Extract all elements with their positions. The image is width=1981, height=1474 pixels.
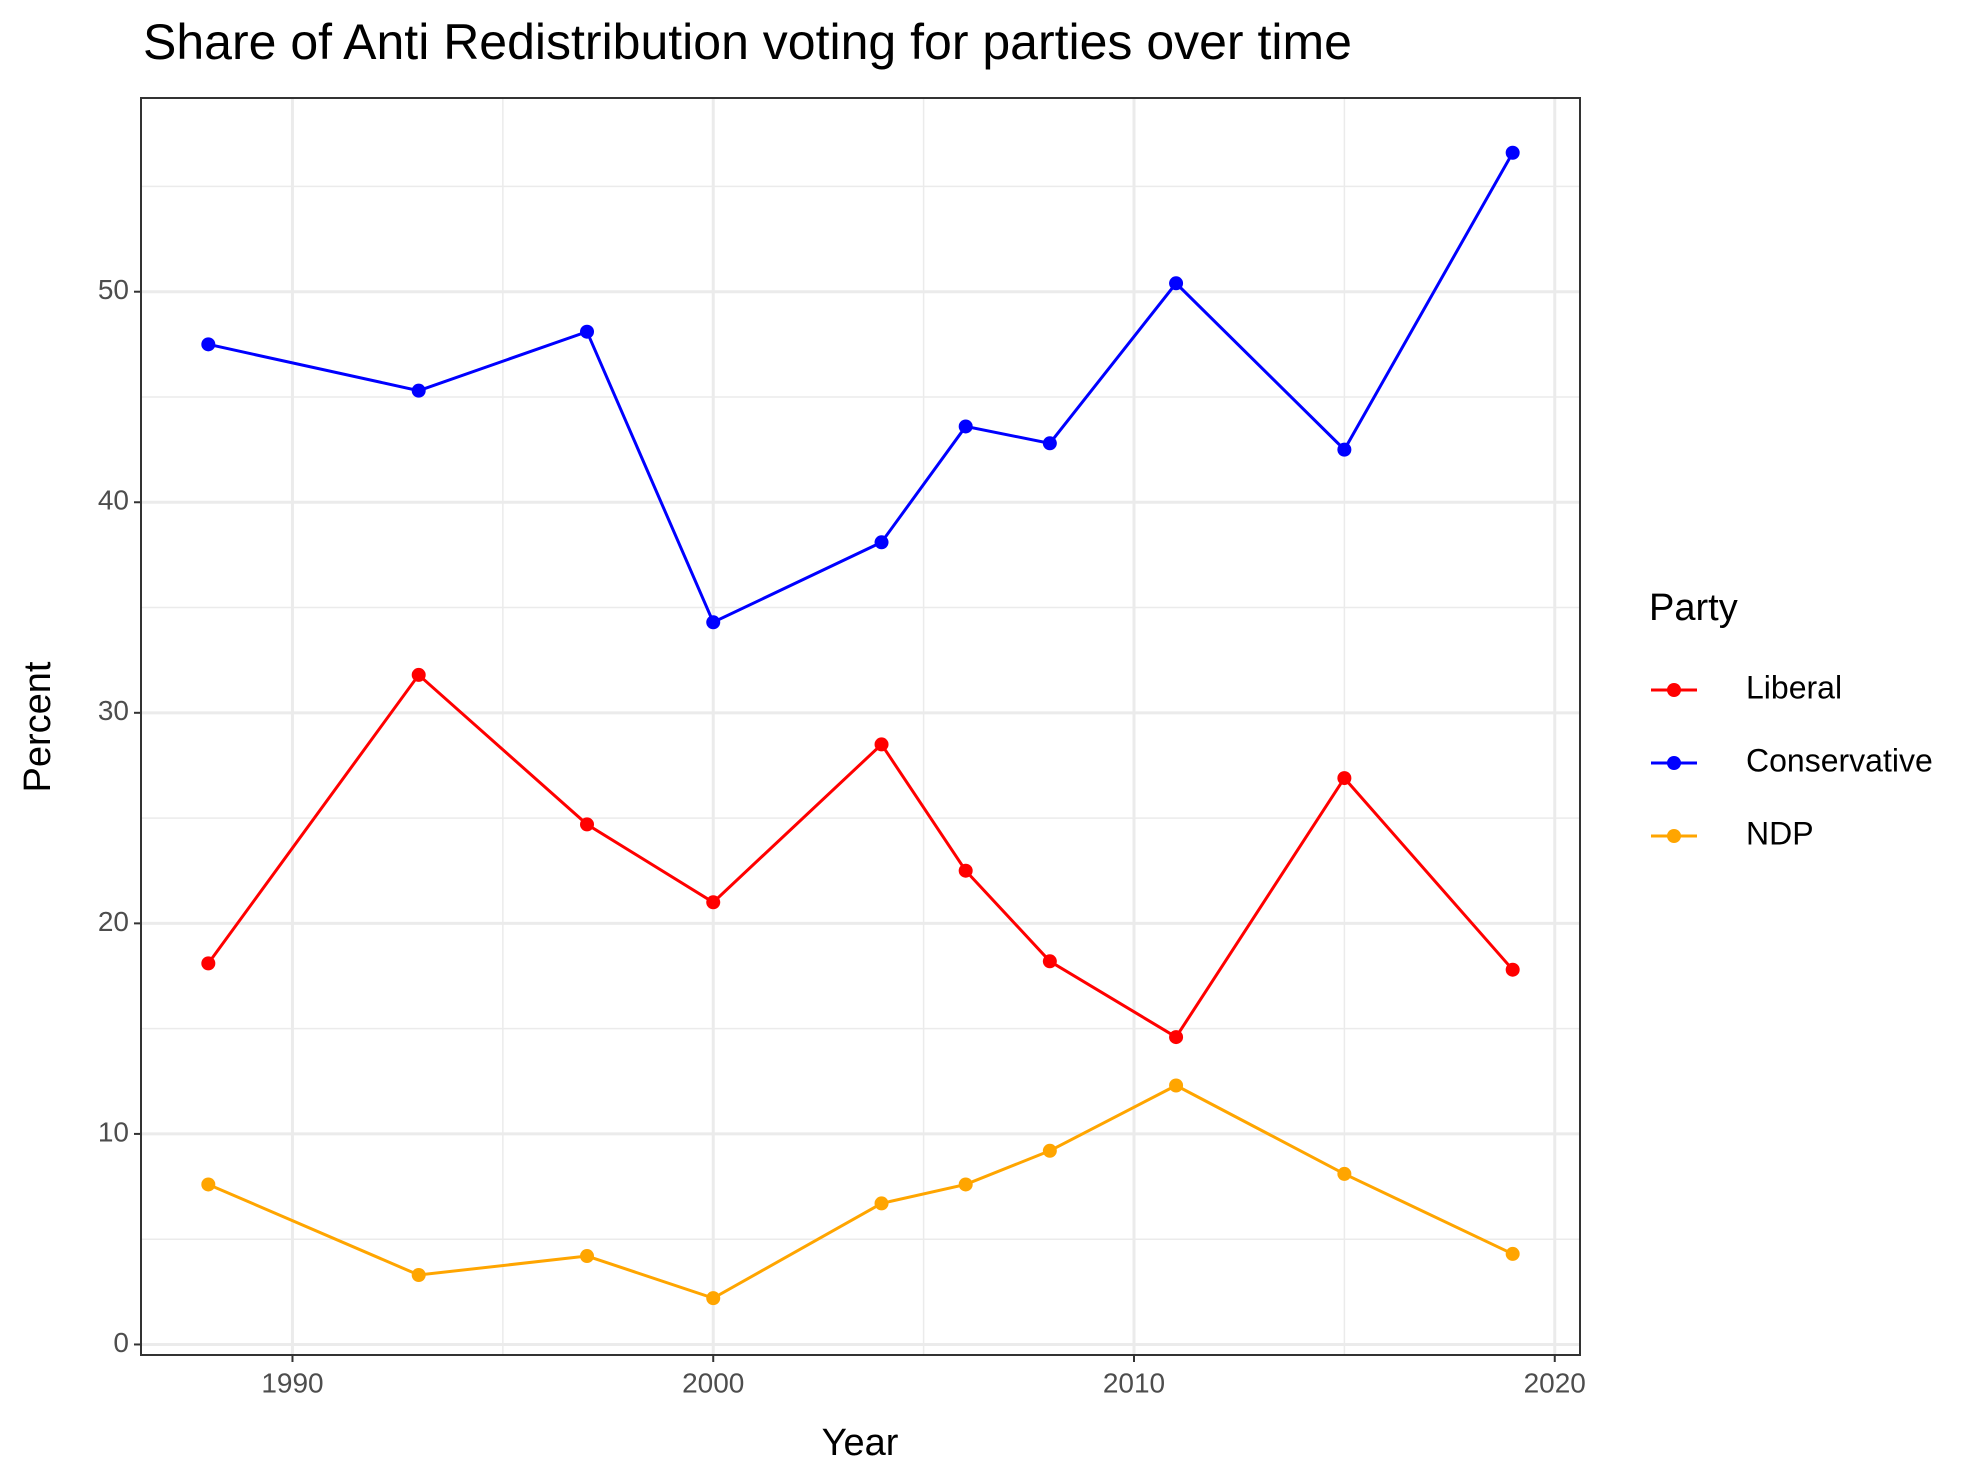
- x-tick-label: 1990: [261, 1367, 323, 1398]
- legend-key-point: [1667, 829, 1681, 843]
- data-point: [1169, 276, 1184, 291]
- data-point: [580, 1249, 595, 1264]
- data-point: [874, 1196, 889, 1211]
- y-tick-label: 50: [98, 274, 129, 305]
- series-line: [207, 1083, 1514, 1300]
- data-point: [874, 737, 889, 752]
- y-tick-label: 40: [98, 485, 129, 516]
- data-point: [201, 1177, 216, 1192]
- y-tick-label: 30: [98, 695, 129, 726]
- data-point: [411, 1267, 426, 1282]
- x-axis-title: Year: [822, 1422, 899, 1464]
- y-axis-title: Percent: [17, 661, 59, 792]
- data-point: [706, 895, 721, 910]
- data-point: [958, 419, 973, 434]
- data-point: [201, 956, 216, 971]
- data-point: [1042, 954, 1057, 969]
- data-point: [1505, 145, 1520, 160]
- x-tick-label: 2020: [1524, 1367, 1586, 1398]
- data-point: [706, 615, 721, 630]
- chart-title: Share of Anti Redistribution voting for …: [143, 14, 1352, 70]
- legend-label: Liberal: [1746, 669, 1842, 705]
- data-point: [1337, 1166, 1352, 1181]
- data-point: [411, 383, 426, 398]
- y-tick-label: 10: [98, 1116, 129, 1147]
- legend-key-point: [1667, 756, 1681, 770]
- data-point: [411, 667, 426, 682]
- data-point: [958, 1177, 973, 1192]
- data-point: [1337, 442, 1352, 457]
- y-tick-label: 0: [113, 1327, 129, 1358]
- data-point: [958, 863, 973, 878]
- y-tick-label: 20: [98, 906, 129, 937]
- legend-label: Conservative: [1746, 742, 1933, 778]
- x-tick-label: 2010: [1103, 1367, 1165, 1398]
- series-line: [207, 152, 1514, 625]
- data-point: [580, 817, 595, 832]
- legend-title: Party: [1649, 587, 1738, 629]
- data-point: [1337, 771, 1352, 786]
- data-point: [1042, 436, 1057, 451]
- plot-border: [140, 97, 1581, 1356]
- data-point: [706, 1291, 721, 1306]
- data-point: [201, 337, 216, 352]
- data-point: [1042, 1143, 1057, 1158]
- series-line: [207, 672, 1514, 1040]
- legend-label: NDP: [1746, 815, 1814, 851]
- x-tick-label: 2000: [682, 1367, 744, 1398]
- data-point: [1505, 1246, 1520, 1261]
- data-point: [1505, 962, 1520, 977]
- data-point: [1169, 1030, 1184, 1045]
- data-point: [580, 324, 595, 339]
- data-point: [874, 535, 889, 550]
- data-point: [1169, 1078, 1184, 1093]
- legend-key-point: [1667, 683, 1681, 697]
